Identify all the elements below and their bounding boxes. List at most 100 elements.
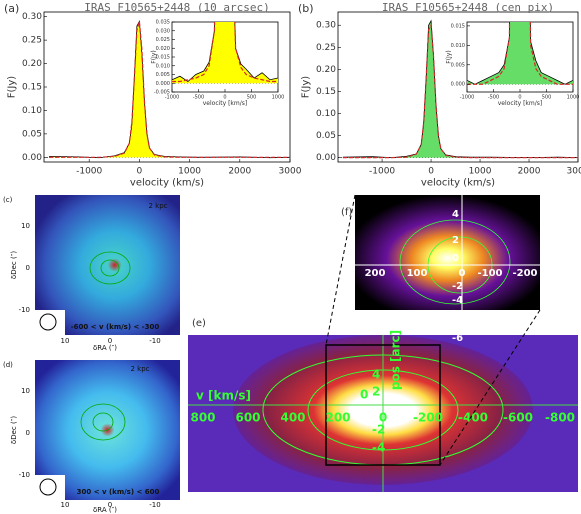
tick: 10 [61, 337, 70, 345]
x-tick-label: 2000 [228, 167, 251, 177]
spectrum-line [467, 22, 573, 85]
tick: 0 [452, 253, 459, 264]
map-e: (e) v [km/s] 800 600 400 200 0 -200 -400… [188, 318, 578, 492]
map-image [355, 195, 540, 310]
y-tick-label: 0.020 [156, 46, 170, 52]
x-label: velocity [km/s] [203, 100, 248, 107]
x-tick-label: 3000 [567, 167, 581, 177]
panel-label: (e) [192, 318, 206, 329]
y-tick-label: 0.000 [451, 82, 465, 88]
y-tick-label: 0.30 [316, 21, 336, 31]
spectrum-line [342, 23, 578, 159]
y-tick-label: 0.25 [22, 36, 42, 46]
y-label: δDec (″) [10, 416, 18, 444]
scale-label: 2 kpc [148, 202, 167, 210]
y-tick-label: 0.05 [22, 129, 42, 139]
tick: 0 [108, 337, 112, 345]
x-label: δRA (″) [93, 344, 117, 352]
x-tick-label: -1000 [76, 167, 102, 177]
y-label: F(Jy) [151, 50, 158, 63]
contour [80, 403, 126, 441]
panel-label: (d) [3, 361, 13, 369]
y-tick-label: 0.015 [156, 55, 170, 61]
tick: 200 [325, 411, 350, 425]
y-label: F(Jy) [301, 76, 312, 99]
y-tick-label: 0.030 [156, 28, 170, 34]
tick: -6 [452, 333, 463, 344]
scale-label: 2 kpc [130, 365, 149, 373]
spectrum-line [49, 21, 290, 158]
x-tick-label: -1000 [165, 95, 180, 101]
contour [89, 251, 131, 285]
x-label: velocity (km/s) [421, 178, 495, 189]
tick: 4 [372, 368, 380, 382]
tick: 800 [190, 411, 215, 425]
y-tick-label: 0.15 [22, 83, 42, 93]
tick: 10 [21, 222, 30, 230]
x-tick-label: 500 [542, 95, 552, 101]
plot-content [44, 19, 290, 159]
x-tick-label: 3000 [279, 167, 302, 177]
zoom-line [325, 194, 356, 346]
spectra: -1000 0 1000 2000 3000 0.00 0.05 0.10 0.15 0.20 0.… [4, 1, 581, 189]
y-tick-label: 0.00 [316, 153, 336, 163]
tick: -2 [452, 281, 463, 292]
tick: 0 [108, 501, 112, 509]
tick: 2 [452, 235, 459, 246]
x-tick-label: -1000 [460, 95, 475, 101]
y-tick-label: 0.15 [316, 87, 336, 97]
y-label: F(Jy) [7, 76, 18, 99]
x-tick-label: 0 [518, 95, 521, 101]
y-tick-label: 0.10 [22, 106, 42, 116]
y-tick-label: 0.015 [451, 23, 465, 29]
tick: 2 [372, 385, 380, 399]
x-tick-label: 1000 [469, 167, 492, 177]
x-tick-label: -1000 [369, 167, 395, 177]
x-tick-label: 0 [137, 167, 143, 177]
tick: 4 [452, 209, 459, 220]
velocity-range: -600 < v (km/s) < -300 [71, 323, 160, 331]
tick: 600 [235, 411, 260, 425]
y-tick-label: 0.10 [316, 109, 336, 119]
y-tick-label: 0.05 [316, 131, 336, 141]
plot-content [467, 22, 573, 85]
chart-title: IRAS F10565+2448 (10 arcsec) [84, 1, 269, 14]
tick: -4 [372, 441, 385, 455]
tick: 0 [360, 388, 368, 402]
panel-label: (b) [298, 2, 314, 15]
beam [39, 313, 57, 331]
tick: -10 [149, 337, 160, 345]
zoom-line [439, 309, 541, 466]
tick: -4 [452, 295, 463, 306]
x-tick-label: -500 [193, 95, 204, 101]
tick: -400 [458, 411, 488, 425]
x-tick-label: 1000 [567, 95, 580, 101]
map-f: (f) 200 100 0 -100 -200 4 2 0 -2 -4 -6 [325, 194, 541, 466]
area [172, 22, 278, 84]
x-tick-label: 500 [247, 95, 257, 101]
axis-label: v [km/s] [196, 389, 251, 403]
tick: -200 [512, 268, 537, 279]
tick: 0 [26, 264, 30, 272]
tick: 400 [280, 411, 305, 425]
x-tick-label: 1000 [272, 95, 285, 101]
spectrum-line [467, 22, 573, 85]
tick: -10 [19, 471, 30, 479]
contour [399, 219, 511, 305]
tick: 100 [407, 268, 428, 279]
panel-label: (c) [3, 196, 13, 204]
x-tick-label: 1000 [178, 167, 201, 177]
y-tick-label: 0.30 [22, 12, 42, 22]
y-tick-label: 0.005 [451, 62, 465, 68]
tick: -10 [19, 306, 30, 314]
map-c: (c) -600 < v (km/s) < -300 2 kpc δDec (″… [3, 195, 180, 352]
x-tick-label: 0 [223, 95, 226, 101]
contour [100, 259, 120, 277]
x-tick-label: 0 [428, 167, 434, 177]
tick: -800 [545, 411, 575, 425]
spectrum-line [172, 22, 278, 83]
zoom-box [325, 344, 441, 466]
y-tick-label: 0.010 [451, 43, 465, 49]
y-tick-label: 0.20 [22, 59, 42, 69]
